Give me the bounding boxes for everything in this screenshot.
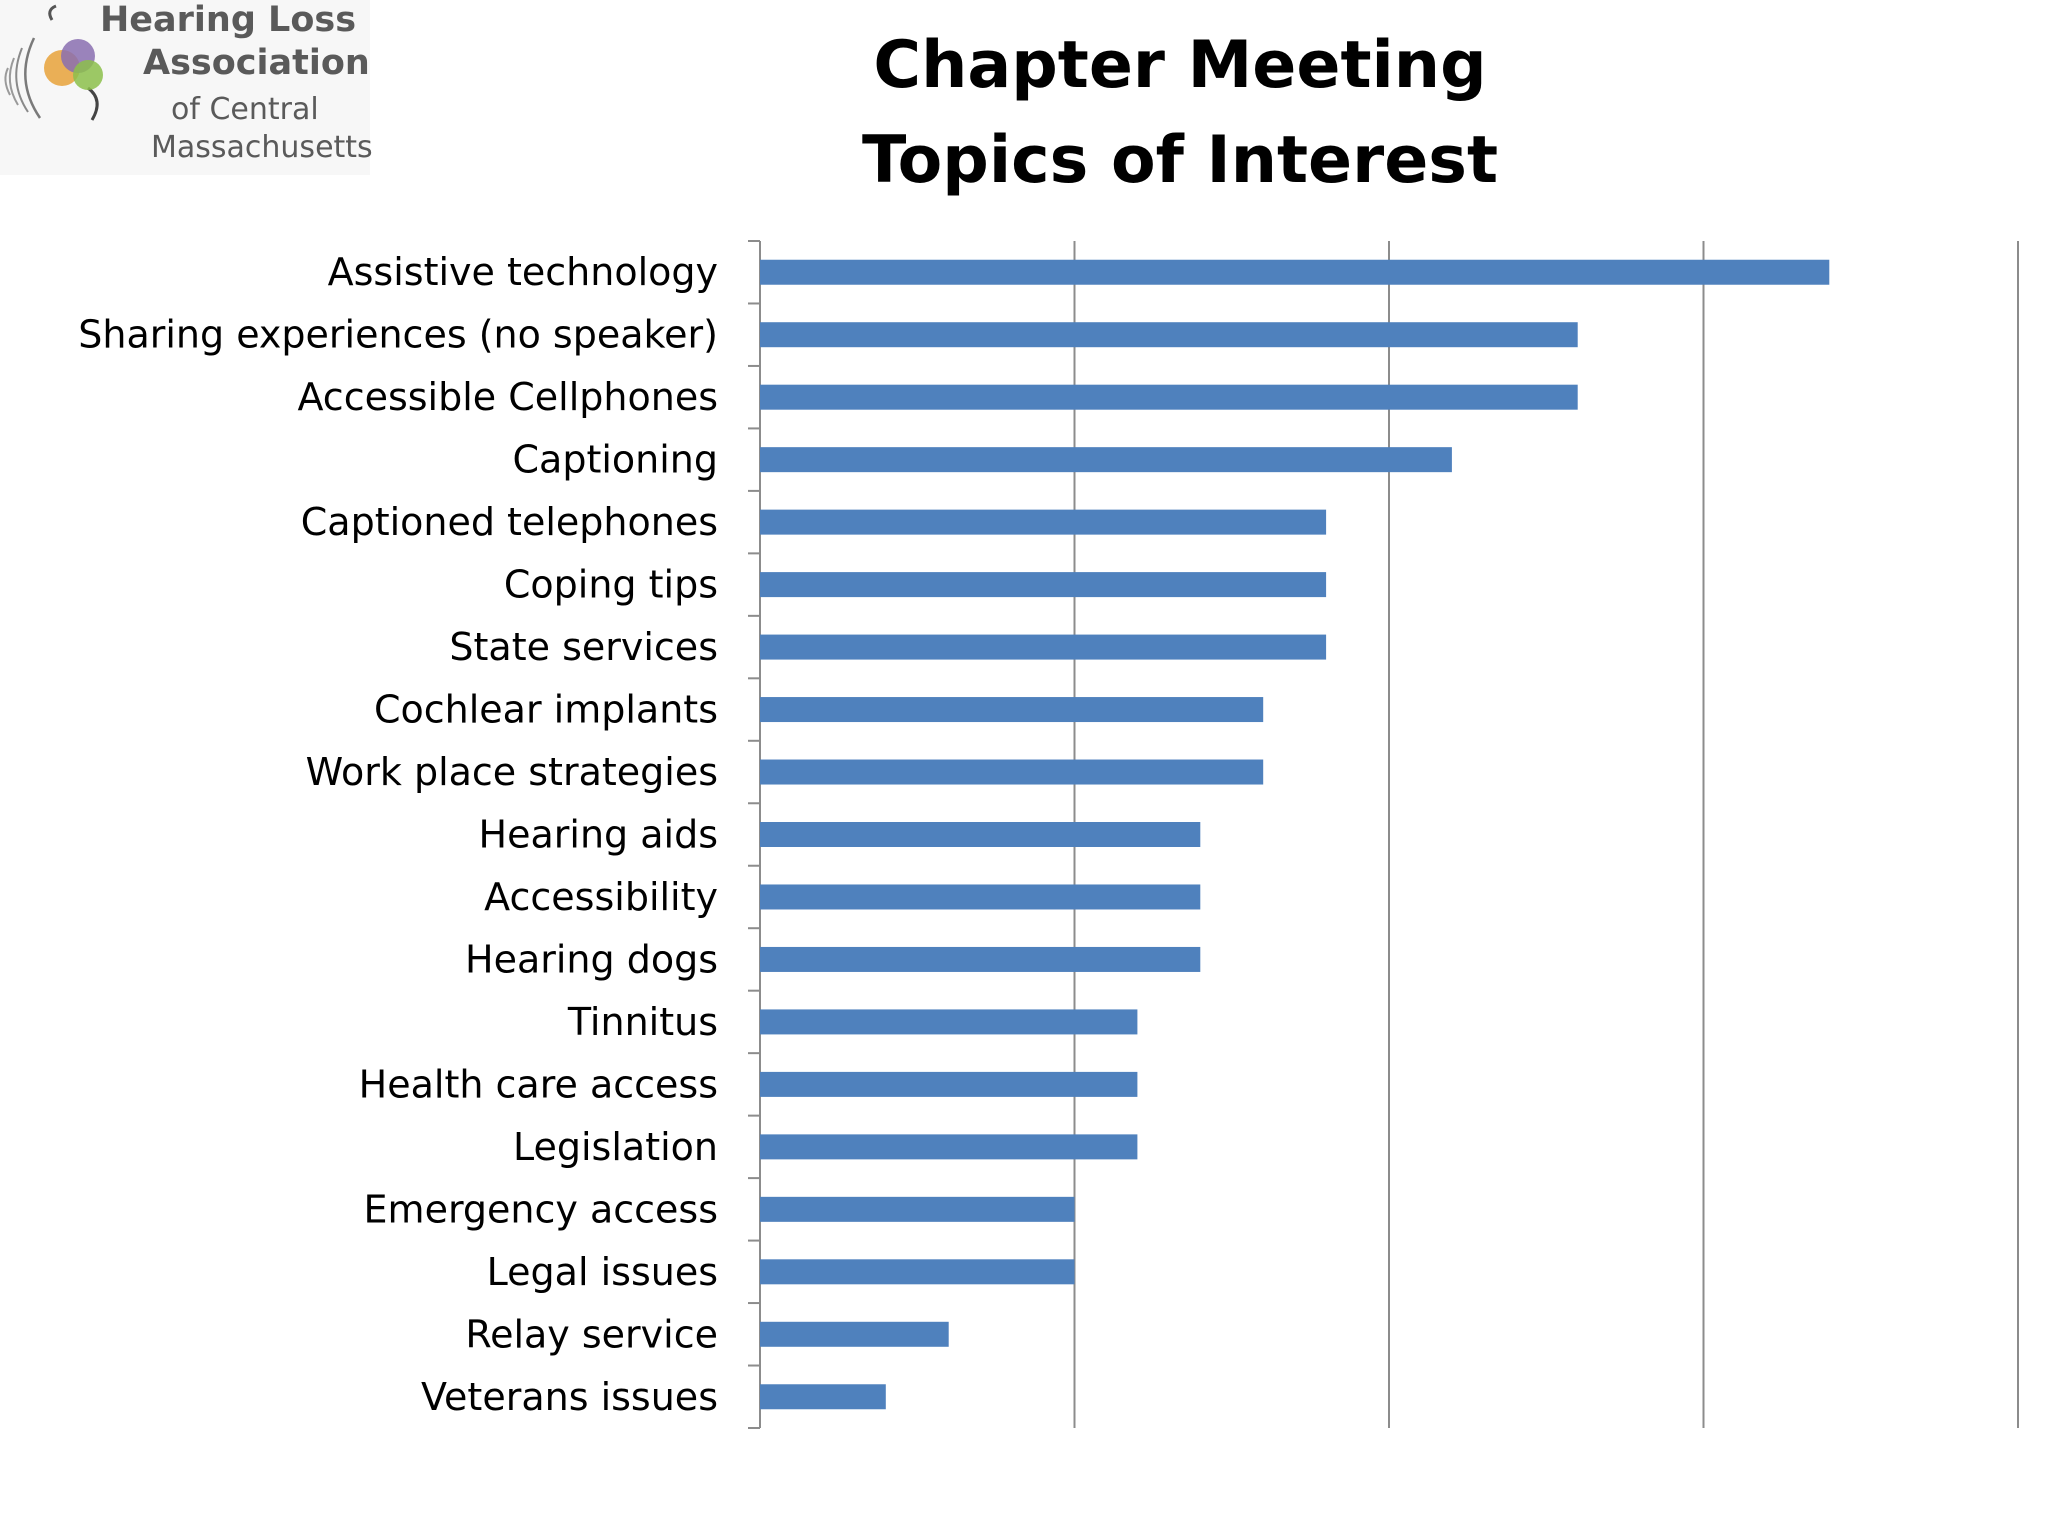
bar-3 — [760, 384, 1578, 410]
logo-text-line-3: of Central — [171, 92, 319, 127]
bar-15 — [760, 1134, 1138, 1160]
chart-title-line-1: Chapter Meeting — [873, 28, 1487, 103]
category-label-16: Emergency access — [364, 1187, 718, 1231]
category-label-1: Assistive technology — [328, 250, 718, 294]
category-label-6: Coping tips — [504, 563, 718, 607]
logo-text-line-1: Hearing Loss — [100, 0, 357, 40]
bar-9 — [760, 759, 1264, 785]
category-label-3: Accessible Cellphones — [297, 375, 718, 419]
logo-text-line-2: Association — [143, 43, 370, 83]
sound-wave-logo-icon — [4, 4, 103, 121]
category-label-18: Relay service — [465, 1312, 718, 1356]
category-label-13: Tinnitus — [567, 1000, 718, 1044]
bar-12 — [760, 946, 1201, 972]
logo-text-line-4: Massachusetts — [151, 130, 373, 165]
category-label-5: Captioned telephones — [301, 500, 718, 544]
bar-8 — [760, 697, 1264, 723]
category-label-11: Accessibility — [484, 875, 718, 919]
bar-13 — [760, 1009, 1138, 1035]
category-label-14: Health care access — [359, 1062, 718, 1106]
bar-2 — [760, 322, 1578, 348]
bar-14 — [760, 1071, 1138, 1097]
category-label-12: Hearing dogs — [465, 937, 718, 981]
bar-18 — [760, 1321, 949, 1347]
bar-16 — [760, 1196, 1075, 1222]
category-label-9: Work place strategies — [306, 750, 718, 794]
bar-17 — [760, 1259, 1075, 1285]
bar-6 — [760, 572, 1327, 598]
bar-11 — [760, 884, 1201, 910]
bar-4 — [760, 447, 1452, 473]
category-label-10: Hearing aids — [479, 813, 718, 857]
bar-1 — [760, 259, 1830, 285]
bar-19 — [760, 1384, 886, 1410]
chart-title-line-2: Topics of Interest — [861, 123, 1499, 198]
category-label-19: Veterans issues — [421, 1375, 718, 1419]
category-label-8: Cochlear implants — [374, 688, 718, 732]
chart-title: Chapter Meeting Topics of Interest — [780, 18, 1580, 208]
bar-5 — [760, 509, 1327, 535]
category-label-4: Captioning — [513, 438, 719, 482]
organization-logo: Hearing Loss Association of Central Mass… — [0, 0, 373, 175]
bar-10 — [760, 822, 1201, 847]
category-label-17: Legal issues — [487, 1250, 718, 1294]
category-label-15: Legislation — [513, 1125, 718, 1169]
category-label-7: State services — [449, 625, 718, 669]
bar-7 — [760, 634, 1327, 660]
category-label-2: Sharing experiences (no speaker) — [78, 313, 718, 357]
